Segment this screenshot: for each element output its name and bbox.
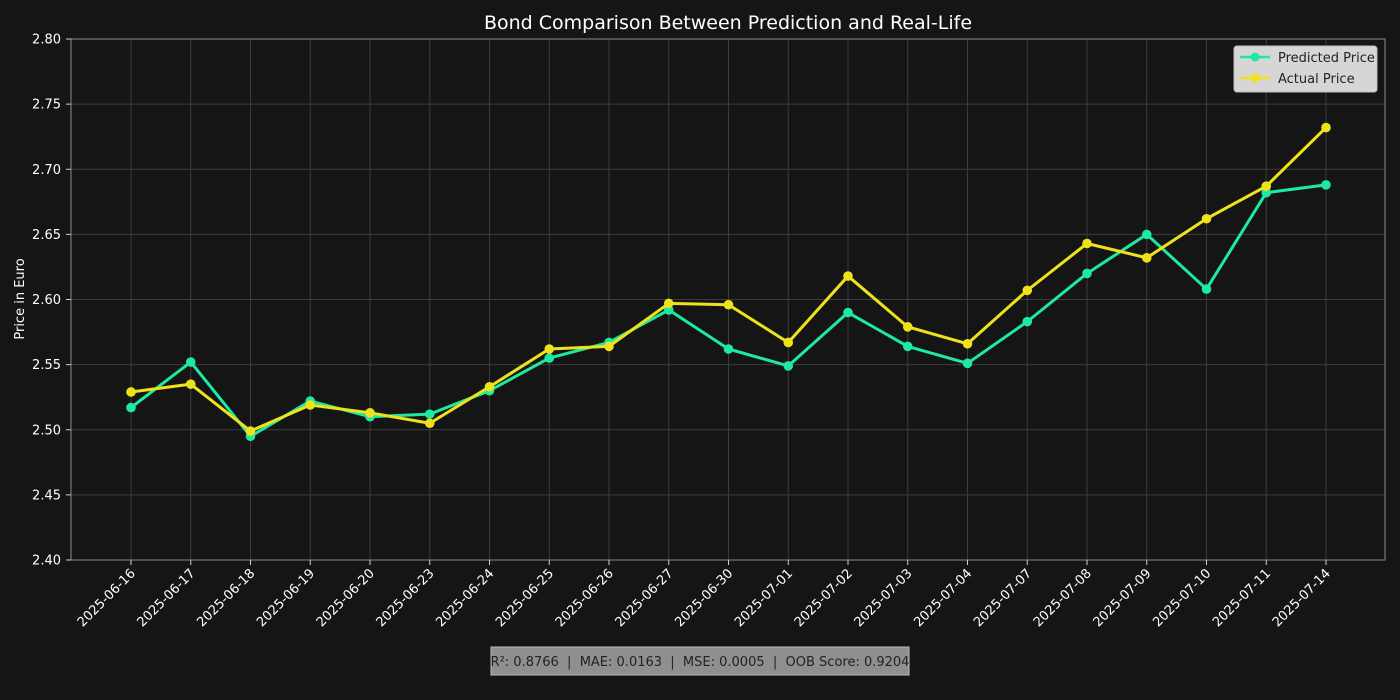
data-point-actual: [1082, 238, 1092, 249]
legend-swatch-actual-marker: [1250, 73, 1260, 83]
data-point-actual: [723, 299, 734, 310]
data-point-actual: [245, 426, 256, 436]
data-point-predicted: [424, 409, 435, 419]
legend-entry-predicted: Predicted Price: [1278, 51, 1375, 66]
y-tick-label: 2.45: [32, 488, 61, 503]
y-tick-label: 2.70: [32, 163, 61, 178]
data-point-actual: [783, 337, 794, 348]
data-point-predicted: [544, 353, 555, 363]
data-point-actual: [544, 344, 555, 354]
legend-entry-actual: Actual Price: [1278, 72, 1355, 87]
metrics-text: R²: 0.8766 | MAE: 0.0163 | MSE: 0.0005 |…: [491, 655, 910, 670]
y-tick-label: 2.60: [32, 293, 61, 308]
metrics-background: [490, 646, 910, 676]
data-point-actual: [1201, 213, 1212, 224]
chart-title: Bond Comparison Between Prediction and R…: [484, 12, 972, 34]
data-point-actual: [305, 400, 316, 410]
data-point-predicted: [1082, 268, 1092, 279]
data-point-predicted: [783, 361, 794, 371]
data-point-actual: [843, 271, 853, 281]
y-axis-label: Price in Euro: [13, 258, 28, 339]
legend: Predicted Price Actual Price: [1233, 45, 1378, 93]
data-point-predicted: [902, 341, 913, 352]
data-point-actual: [1261, 181, 1272, 191]
data-point-predicted: [843, 307, 853, 318]
y-tick-label: 2.50: [32, 423, 61, 438]
data-point-predicted: [1141, 229, 1152, 240]
data-point-predicted: [1022, 316, 1033, 327]
legend-swatch-predicted-marker: [1250, 52, 1260, 62]
data-point-actual: [1022, 285, 1033, 296]
data-point-actual: [604, 341, 614, 352]
data-point-actual: [1141, 253, 1152, 263]
y-tick-label: 2.80: [32, 33, 61, 48]
data-point-actual: [663, 298, 674, 309]
y-axis-ticks: 2.40 2.45 2.50 2.55 2.60 2.65 2.70 2.75 2.80: [32, 33, 71, 569]
data-point-predicted: [1201, 284, 1212, 294]
data-point-predicted: [962, 358, 973, 369]
data-point-actual: [902, 322, 913, 332]
metrics-box: R²: 0.8766 | MAE: 0.0163 | MSE: 0.0005 |…: [490, 646, 910, 676]
data-point-actual: [424, 418, 435, 429]
data-point-actual: [126, 387, 136, 397]
y-tick-label: 2.40: [32, 554, 61, 569]
y-tick-label: 2.65: [32, 228, 61, 243]
data-point-predicted: [1321, 180, 1331, 190]
data-point-actual: [962, 338, 973, 349]
y-tick-label: 2.75: [32, 98, 61, 113]
data-point-actual: [185, 379, 196, 389]
data-point-predicted: [185, 357, 196, 367]
data-point-predicted: [126, 402, 136, 413]
data-point-actual: [1321, 122, 1331, 133]
data-point-predicted: [723, 344, 734, 354]
y-tick-label: 2.55: [32, 358, 61, 373]
data-point-actual: [365, 408, 375, 418]
data-point-actual: [484, 381, 495, 392]
series-layer: [126, 122, 1331, 442]
